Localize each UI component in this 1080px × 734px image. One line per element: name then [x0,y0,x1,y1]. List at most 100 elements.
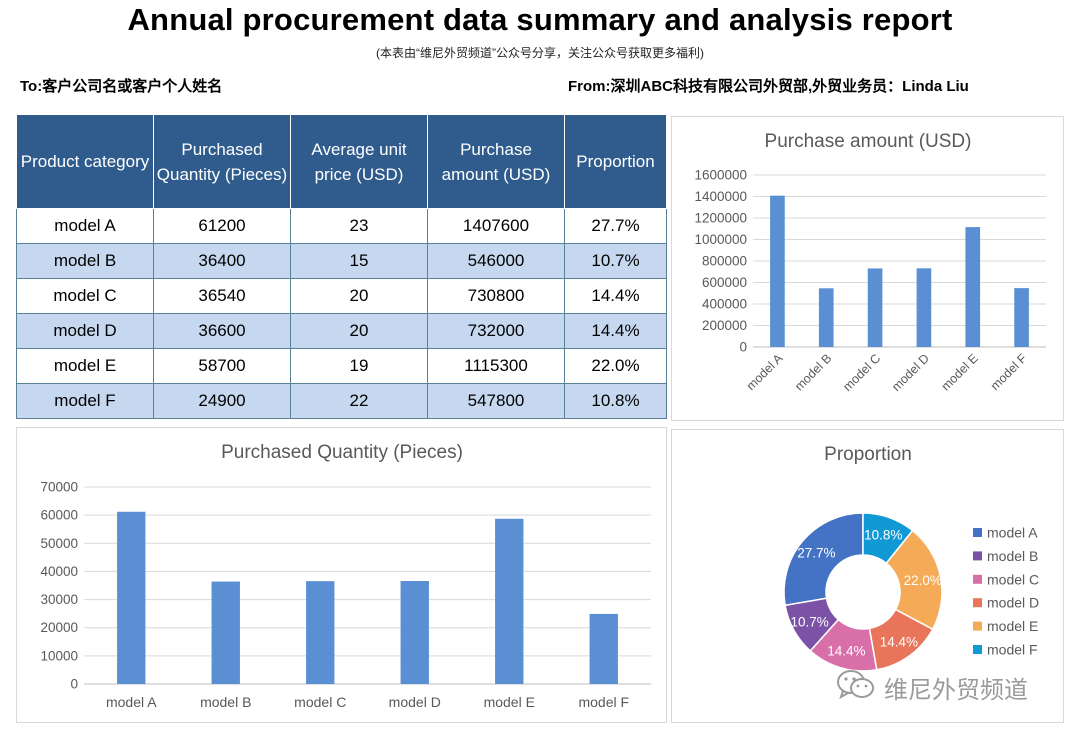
x-tick-label: model B [792,351,834,393]
bar [770,195,785,347]
cell-category: model A [16,208,154,244]
cell-unit-price: 20 [290,278,428,314]
table-row: model D 36600 20 732000 14.4% [16,313,667,349]
header-product-category: Product category [16,114,154,209]
header-proportion: Proportion [564,114,667,209]
x-tick-label: model D [889,351,932,394]
bar [916,268,932,347]
bar [117,511,146,684]
legend-swatch [973,551,982,561]
bar [211,581,240,684]
legend-label: model B [987,548,1038,564]
x-tick-label: model B [200,694,251,710]
purchase-amount-chart: Purchase amount (USD) 0 200000 400000 600000… [671,116,1064,421]
cell-proportion: 10.8% [564,383,667,419]
legend-swatch [973,574,982,584]
legend-swatch [973,645,982,654]
legend-swatch [973,598,982,608]
cell-proportion: 27.7% [564,208,667,244]
header-purchased-quantity: Purchased Quantity (Pieces) [153,114,291,209]
x-tick-label: model C [294,694,346,710]
slice-label: 27.7% [797,546,835,561]
x-tick-label: model F [988,351,1030,393]
header-average-unit-price: Average unit price (USD) [290,114,428,209]
x-tick-label: model E [484,694,535,710]
cell-proportion: 22.0% [564,348,667,384]
doughnut-slice [862,512,914,565]
slice-label: 10.7% [790,615,828,630]
cell-category: model B [16,243,154,279]
proportion-chart: Proportion 27.7% 10.7% 14.4% 14.4% 22.0% 10.8%… [671,429,1064,723]
legend-swatch [973,528,982,537]
chart-title: Purchase amount (USD) [765,131,972,152]
cell-quantity: 36600 [153,313,291,349]
purchase-amount-chart-svg: Purchase amount (USD) 0 200000 400000 600000… [694,131,1046,394]
y-tick-label: 20000 [40,620,78,635]
watermark-text: 维尼外贸频道 [884,677,1028,704]
y-tick-label: 1200000 [694,211,747,226]
cell-category: model C [16,278,154,314]
x-tick-label: model A [106,694,157,710]
legend-label: model C [987,571,1039,587]
table-header-row: Product category Purchased Quantity (Pie… [16,114,667,209]
table-row: model B 36400 15 546000 10.7% [16,243,667,279]
legend-label: model A [987,525,1038,541]
cell-amount: 547800 [427,383,565,419]
y-tick-label: 1400000 [694,189,747,204]
cell-quantity: 36540 [153,278,291,314]
y-tick-label: 0 [739,340,747,355]
watermark: 维尼外贸频道 [836,668,1056,704]
cell-unit-price: 20 [290,313,428,349]
bar [400,580,429,684]
cell-unit-price: 23 [290,208,428,244]
y-tick-label: 70000 [40,480,78,495]
bar [1014,288,1029,347]
cell-proportion: 10.7% [564,243,667,279]
cell-quantity: 24900 [153,383,291,419]
cell-category: model D [16,313,154,349]
slice-label: 22.0% [904,573,942,588]
y-tick-label: 10000 [40,648,78,663]
table-row: model E 58700 19 1115300 22.0% [16,348,667,384]
cell-amount: 730800 [427,278,565,314]
header-purchase-amount: Purchase amount (USD) [427,114,565,209]
purchased-quantity-chart-svg: Purchased Quantity (Pieces) 0 10000 20000 30… [40,442,651,710]
cell-unit-price: 15 [290,243,428,279]
report-subtitle: (本表由“维尼外贸频道”公众号分享，关注公众号获取更多福利) [376,46,704,60]
y-tick-label: 1000000 [694,232,747,247]
y-tick-label: 200000 [702,318,747,333]
bar [589,613,618,684]
cell-amount: 1407600 [427,208,565,244]
wechat-icon [837,670,874,700]
y-tick-label: 800000 [702,254,747,269]
x-tick-label: model C [840,351,883,394]
chart-title: Proportion [824,444,912,465]
cell-category: model E [16,348,154,384]
bar [965,227,981,347]
legend-label: model D [987,595,1039,611]
table-row: model F 24900 22 547800 10.8% [16,383,667,419]
cell-unit-price: 22 [290,383,428,419]
chart-title: Purchased Quantity (Pieces) [221,442,463,463]
y-tick-label: 400000 [702,297,747,312]
y-tick-label: 1600000 [694,168,747,183]
y-tick-label: 40000 [40,564,78,579]
bar [867,268,883,347]
doughnut-slice [783,512,864,607]
y-tick-label: 60000 [40,508,78,523]
x-tick-label: model E [939,351,981,393]
sender-line: From:深圳ABC科技有限公司外贸部,外贸业务员：Linda Liu [568,78,969,95]
cell-amount: 546000 [427,243,565,279]
y-tick-label: 0 [70,677,78,692]
x-tick-label: model A [744,351,786,393]
cell-unit-price: 19 [290,348,428,384]
table-row: model C 36540 20 730800 14.4% [16,278,667,314]
cell-quantity: 36400 [153,243,291,279]
cell-quantity: 58700 [153,348,291,384]
procurement-table: Product category Purchased Quantity (Pie… [16,114,667,419]
legend-label: model E [987,618,1038,634]
slice-label: 14.4% [827,644,865,659]
legend-swatch [973,621,982,631]
slice-label: 10.8% [864,527,902,542]
cell-category: model F [16,383,154,419]
